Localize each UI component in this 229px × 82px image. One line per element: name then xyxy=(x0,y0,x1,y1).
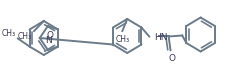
Text: O: O xyxy=(46,31,53,40)
Text: O: O xyxy=(167,55,174,63)
Text: CH₃: CH₃ xyxy=(18,32,32,41)
Text: HN: HN xyxy=(153,33,167,42)
Text: N: N xyxy=(45,36,52,45)
Text: CH₃: CH₃ xyxy=(115,35,129,44)
Text: CH₃: CH₃ xyxy=(2,29,16,37)
